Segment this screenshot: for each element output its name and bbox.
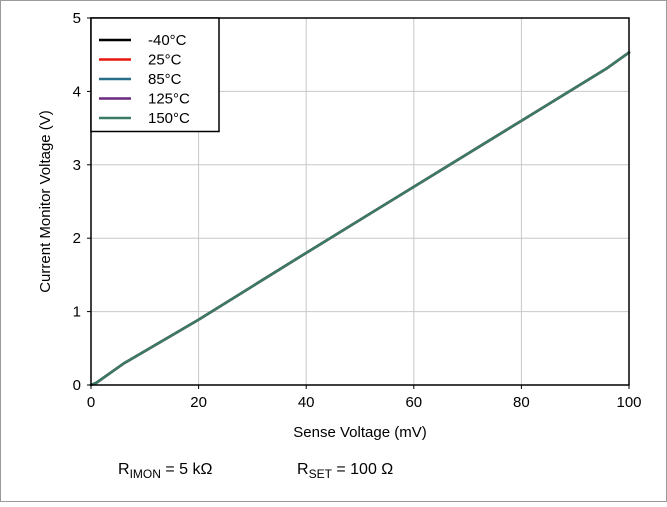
y-tick-label: 3 — [73, 157, 81, 174]
legend-label: 125°C — [148, 91, 190, 108]
x-axis-label: Sense Voltage (mV) — [293, 424, 426, 441]
annotation: RSET = 100 Ω — [297, 461, 393, 481]
annotation: RIMON = 5 kΩ — [118, 461, 212, 481]
x-tick-label: 20 — [190, 394, 207, 411]
legend: -40°C 25°C 85°C 125°C 150°C — [90, 17, 220, 133]
y-tick-label: 2 — [73, 230, 81, 247]
legend-label: 85°C — [148, 71, 182, 88]
series-line-5 — [89, 51, 631, 387]
y-tick-label: 5 — [73, 10, 81, 27]
x-tick-label: 100 — [616, 394, 641, 411]
y-tick-label: 0 — [73, 377, 81, 394]
x-tick-label: 0 — [87, 394, 95, 411]
y-tick-label: 4 — [73, 83, 81, 100]
annotations: RIMON = 5 kΩ RSET = 100 Ω — [118, 461, 393, 481]
y-axis-label: Current Monitor Voltage (V) — [37, 110, 54, 293]
legend-label: 25°C — [148, 52, 182, 69]
plot-frame — [90, 17, 630, 386]
series-layer — [89, 51, 631, 387]
legend-box — [90, 17, 220, 133]
x-axis-ticks: 0 20 40 60 80 100 — [87, 385, 642, 411]
legend-label: -40°C — [148, 32, 187, 49]
y-tick-label: 1 — [73, 304, 81, 321]
x-tick-label: 60 — [405, 394, 422, 411]
legend-label: 150°C — [148, 110, 190, 127]
x-tick-label: 80 — [513, 394, 530, 411]
x-tick-label: 40 — [298, 394, 315, 411]
